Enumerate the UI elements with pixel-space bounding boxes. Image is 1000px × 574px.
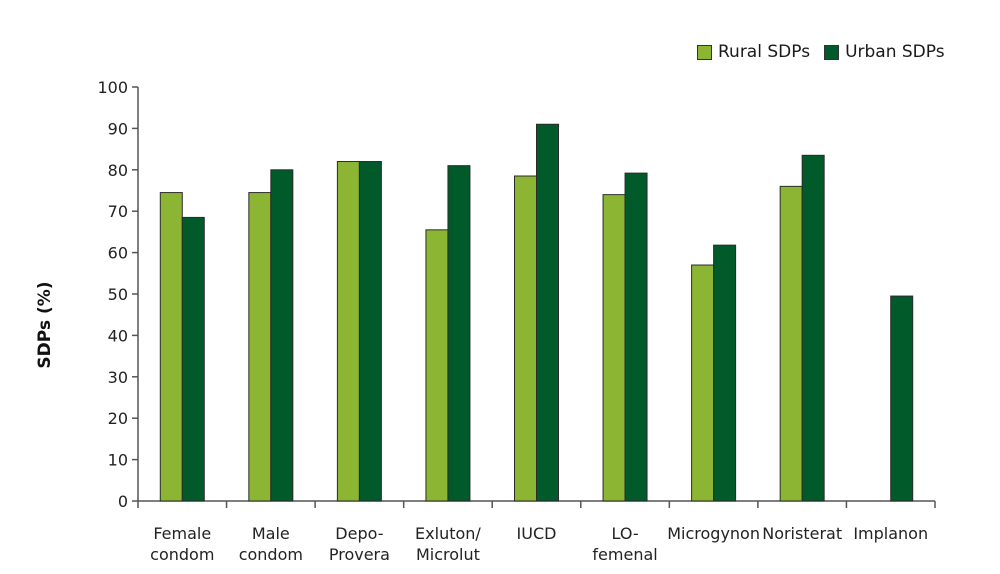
legend-label-urban: Urban SDPs (845, 42, 945, 62)
bar-urban (801, 154, 825, 502)
bar-rural (425, 229, 449, 502)
bar-rural (779, 185, 803, 502)
y-tick-label: 60 (108, 244, 128, 263)
y-tick-label: 70 (108, 202, 128, 221)
x-category-label: Female condom (150, 524, 214, 564)
y-tick-label: 20 (108, 409, 128, 428)
bar-rural (336, 161, 360, 502)
bar-urban (358, 161, 382, 502)
x-category-label: Noristerat (762, 524, 842, 543)
bar-rural (514, 175, 537, 502)
bar-urban (447, 165, 471, 502)
y-tick-label: 50 (108, 285, 128, 304)
x-category-label: Male condom (239, 524, 303, 564)
x-category-label: Exluton/Microlut (415, 524, 481, 564)
bar-urban (181, 216, 205, 502)
bar-urban (713, 244, 737, 502)
y-axis-label: SDPs (%) (35, 281, 55, 368)
bar-urban (536, 123, 559, 502)
bar-urban (624, 172, 648, 502)
legend-label-rural: Rural SDPs (718, 42, 811, 62)
legend: Rural SDPs Urban SDPs (697, 42, 959, 62)
legend-swatch-rural (697, 44, 712, 60)
bar-rural (248, 192, 272, 502)
x-category-label: Microgynon (667, 524, 760, 543)
bar-urban (890, 295, 914, 502)
legend-swatch-urban (824, 44, 840, 60)
y-tick-label: 40 (108, 326, 128, 345)
legend-item-rural: Rural SDPs (697, 42, 810, 62)
y-tick-label: 90 (108, 119, 128, 138)
x-category-label: LO-femenal (592, 524, 657, 564)
y-tick-label: 80 (108, 161, 128, 180)
y-tick-label: 30 (108, 368, 128, 387)
y-tick-label: 100 (97, 78, 128, 97)
legend-item-urban: Urban SDPs (824, 42, 945, 62)
y-tick-label: 10 (108, 451, 128, 470)
bar-rural (159, 192, 183, 502)
x-category-label: Implanon (853, 524, 928, 543)
y-tick-label: 0 (118, 492, 128, 511)
x-category-label: IUCD (517, 524, 557, 543)
bar-urban (270, 169, 294, 502)
x-category-label: Depo-Provera (329, 524, 390, 564)
bar-rural (691, 264, 715, 502)
bar-rural (602, 194, 626, 502)
